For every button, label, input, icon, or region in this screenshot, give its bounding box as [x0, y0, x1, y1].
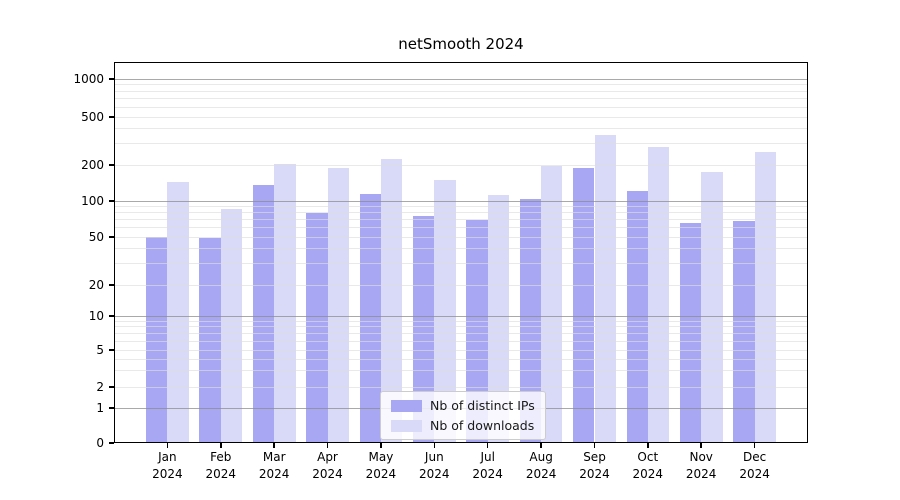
legend-label-downloads: Nb of downloads — [430, 418, 535, 433]
x-tick-jun — [433, 443, 436, 448]
x-tick-label-feb: Feb 2024 — [205, 450, 237, 481]
x-tick-label-jun: Jun 2024 — [419, 450, 450, 481]
bar-downloads-nov — [701, 171, 723, 443]
y-tick-1 — [109, 407, 114, 409]
y-tick-label-5: 5 — [96, 343, 104, 357]
bar-distinct-ips-jun — [413, 215, 435, 443]
x-tick-feb — [220, 443, 222, 448]
x-tick-oct — [647, 443, 649, 448]
bar-distinct-ips-mar — [252, 185, 275, 443]
bar-downloads-jan — [167, 181, 189, 443]
y-tick-500 — [109, 116, 114, 118]
y-tick-5 — [109, 349, 114, 351]
y-tick-label-10: 10 — [88, 309, 104, 323]
x-tick-label-aug: Aug 2024 — [525, 450, 557, 481]
x-tick-apr — [326, 443, 329, 448]
x-tick-jan — [166, 443, 169, 448]
y-tick-label-2: 2 — [96, 380, 104, 394]
y-tick-label-0: 0 — [96, 436, 104, 450]
bar-downloads-aug — [541, 166, 563, 443]
bar-distinct-ips-may — [359, 193, 381, 443]
x-tick-label-jan: Jan 2024 — [152, 450, 183, 481]
y-tick-label-1: 1 — [96, 401, 104, 415]
legend: Nb of distinct IPs Nb of downloads — [380, 391, 546, 440]
y-tick-100 — [109, 200, 114, 202]
x-tick-label-apr: Apr 2024 — [312, 450, 343, 481]
x-tick-may — [380, 443, 382, 448]
legend-item-downloads: Nb of downloads — [391, 418, 535, 433]
bars-layer — [114, 62, 808, 443]
bar-downloads-jun — [434, 179, 456, 443]
y-tick-0 — [109, 442, 114, 444]
plot-area: Nb of distinct IPs Nb of downloads — [114, 62, 808, 443]
bar-distinct-ips-feb — [199, 238, 221, 443]
y-tick-20 — [109, 284, 114, 286]
legend-item-distinct-ips: Nb of distinct IPs — [391, 398, 535, 413]
legend-swatch-distinct-ips — [391, 399, 422, 412]
y-tick-label-100: 100 — [81, 194, 104, 208]
y-tick-label-20: 20 — [88, 278, 104, 292]
bar-downloads-jul — [487, 194, 510, 443]
x-tick-mar — [273, 443, 275, 448]
bar-downloads-mar — [274, 163, 296, 443]
bar-distinct-ips-oct — [626, 190, 648, 443]
chart-title: netSmooth 2024 — [398, 35, 524, 53]
x-tick-jul — [486, 443, 489, 448]
x-tick-nov — [700, 443, 702, 448]
x-tick-label-nov: Nov 2024 — [685, 450, 717, 481]
y-tick-2 — [109, 386, 114, 388]
x-tick-label-dec: Dec 2024 — [739, 450, 770, 481]
x-tick-sep — [593, 443, 596, 448]
bar-downloads-feb — [220, 209, 243, 443]
legend-label-distinct-ips: Nb of distinct IPs — [430, 398, 535, 413]
bar-downloads-apr — [327, 167, 349, 443]
bar-downloads-oct — [647, 147, 670, 443]
y-tick-label-500: 500 — [81, 110, 104, 124]
x-tick-label-mar: Mar 2024 — [258, 450, 290, 481]
bar-distinct-ips-jan — [146, 237, 168, 443]
x-tick-label-oct: Oct 2024 — [632, 450, 664, 481]
y-tick-label-50: 50 — [88, 230, 104, 244]
x-tick-label-jul: Jul 2024 — [472, 450, 503, 481]
x-tick-label-sep: Sep 2024 — [579, 450, 610, 481]
bar-distinct-ips-sep — [573, 167, 595, 443]
bar-distinct-ips-dec — [733, 221, 755, 443]
x-tick-aug — [540, 443, 542, 448]
y-tick-200 — [109, 164, 114, 166]
y-tick-50 — [109, 236, 114, 238]
bar-downloads-sep — [594, 134, 616, 443]
x-tick-dec — [753, 443, 756, 448]
legend-swatch-downloads — [391, 419, 422, 432]
y-tick-label-1000: 1000 — [73, 72, 104, 86]
bar-distinct-ips-apr — [306, 212, 328, 443]
y-tick-10 — [109, 315, 114, 317]
bar-distinct-ips-nov — [679, 223, 702, 443]
y-tick-1000 — [109, 78, 114, 80]
y-tick-label-200: 200 — [81, 158, 104, 172]
bar-downloads-dec — [754, 152, 776, 443]
x-tick-label-may: May 2024 — [365, 450, 397, 481]
bar-downloads-may — [380, 158, 403, 443]
